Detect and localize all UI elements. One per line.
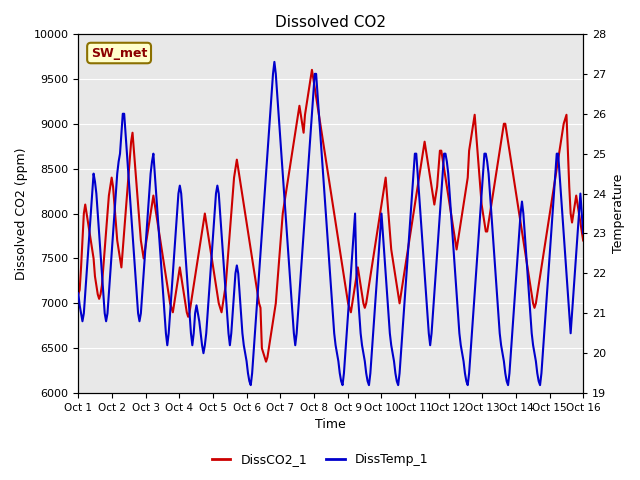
Legend: DissCO2_1, DissTemp_1: DissCO2_1, DissTemp_1 bbox=[207, 448, 433, 471]
Y-axis label: Temperature: Temperature bbox=[612, 174, 625, 253]
Text: SW_met: SW_met bbox=[91, 47, 147, 60]
X-axis label: Time: Time bbox=[316, 419, 346, 432]
Title: Dissolved CO2: Dissolved CO2 bbox=[275, 15, 386, 30]
Y-axis label: Dissolved CO2 (ppm): Dissolved CO2 (ppm) bbox=[15, 147, 28, 280]
